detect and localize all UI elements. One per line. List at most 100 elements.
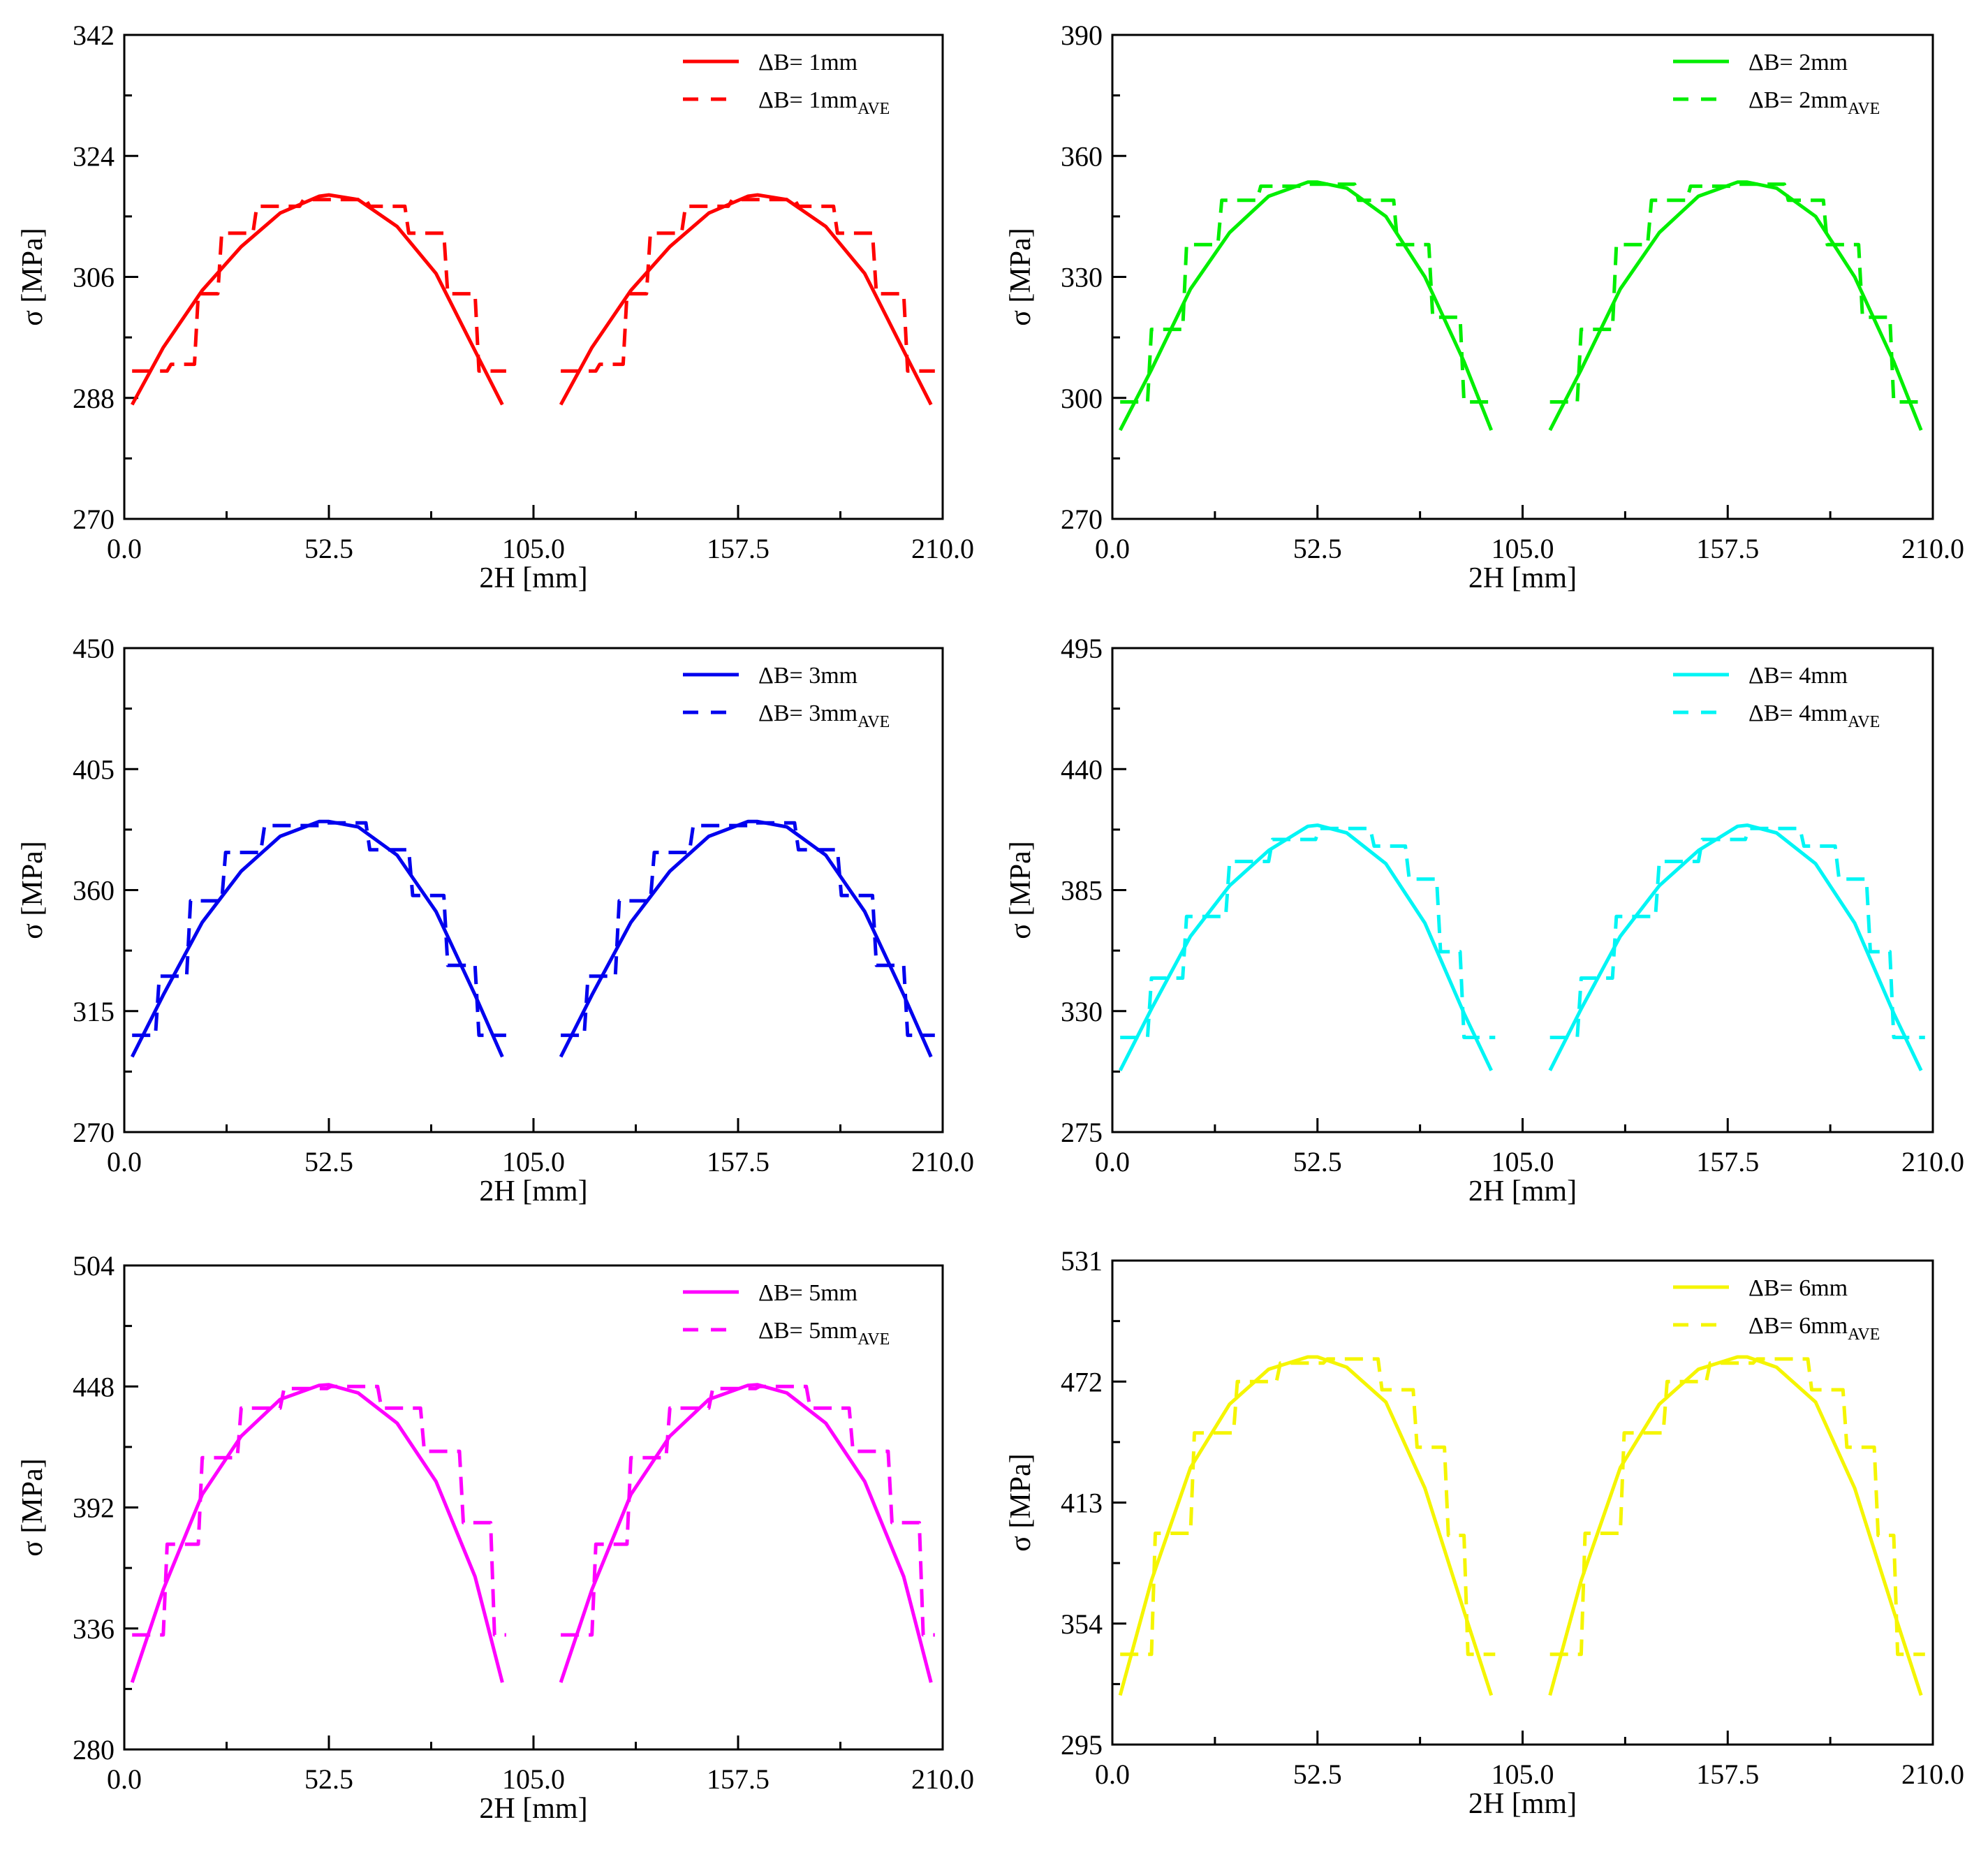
x-axis-title: 2H [mm] xyxy=(1468,562,1577,594)
x-tick-label: 52.5 xyxy=(304,533,353,564)
y-tick-label: 275 xyxy=(1061,1117,1103,1148)
legend-subscript: AVE xyxy=(857,713,890,731)
x-tick-label: 105.0 xyxy=(1492,1146,1554,1177)
y-tick-label: 354 xyxy=(1061,1608,1103,1640)
x-tick-label: 210.0 xyxy=(1901,1759,1964,1790)
stress-line xyxy=(1548,1355,1923,1696)
average-stress-line xyxy=(561,1384,935,1637)
average-stress-line xyxy=(132,821,506,1037)
y-tick-label: 413 xyxy=(1061,1488,1103,1519)
stress-line xyxy=(130,819,504,1058)
y-tick-label: 330 xyxy=(1061,996,1103,1027)
average-series xyxy=(1120,826,1925,1039)
chart-panel-5: 0.0 52.5 105.0 157.5 210.0 280 336 392 448 504 2H … xyxy=(17,1250,974,1825)
x-tick-label: 52.5 xyxy=(1293,1146,1342,1177)
x-tick-label: 52.5 xyxy=(304,1763,353,1795)
y-tick-label: 300 xyxy=(1061,383,1103,414)
average-series xyxy=(1120,182,1925,404)
y-tick-label: 295 xyxy=(1061,1729,1103,1761)
x-tick-label: 0.0 xyxy=(1095,533,1130,564)
x-tick-label: 52.5 xyxy=(304,1146,353,1177)
x-tick-label: 52.5 xyxy=(1293,533,1342,564)
x-tick-label: 157.5 xyxy=(707,1763,770,1795)
average-stress-line xyxy=(1549,182,1925,404)
x-tick-label: 52.5 xyxy=(1293,1759,1342,1790)
legend-entry: ΔB= 3mm xyxy=(758,663,857,689)
y-axis-title: σ [MPa] xyxy=(1005,841,1037,939)
x-tick-label: 0.0 xyxy=(107,533,142,564)
y-tick-label: 288 xyxy=(73,383,115,414)
chart-panel-1: 0.0 52.5 105.0 157.5 210.0 270 288 306 324 342 2H … xyxy=(17,20,974,594)
x-axis-title: 2H [mm] xyxy=(1468,1175,1577,1208)
x-tick-label: 210.0 xyxy=(911,533,974,564)
legend-entry: ΔB= 1mm xyxy=(758,50,857,75)
stress-line xyxy=(1118,1355,1494,1696)
y-tick-label: 450 xyxy=(73,633,115,664)
average-stress-line xyxy=(561,821,935,1037)
x-axis-title: 2H [mm] xyxy=(479,562,587,594)
stress-series xyxy=(131,193,933,406)
y-tick-label: 390 xyxy=(1061,20,1103,51)
y-tick-label: 440 xyxy=(1061,754,1103,785)
y-tick-label: 531 xyxy=(1061,1245,1103,1277)
y-tick-label: 270 xyxy=(73,504,115,535)
y-tick-label: 324 xyxy=(73,140,115,172)
y-tick-label: 495 xyxy=(1061,633,1103,664)
average-series xyxy=(132,198,935,373)
x-tick-label: 0.0 xyxy=(1095,1759,1130,1790)
x-axis-title: 2H [mm] xyxy=(479,1793,587,1825)
legend-subscript: AVE xyxy=(857,1330,890,1349)
y-tick-label: 360 xyxy=(73,875,115,907)
chart-panel-2: 0.0 52.5 105.0 157.5 210.0 270 300 330 360 390 2H … xyxy=(1005,20,1964,594)
legend-entry: ΔB= 4mm xyxy=(1748,663,1848,689)
stress-series xyxy=(130,1383,933,1683)
y-axis-title: σ [MPa] xyxy=(17,841,49,939)
x-tick-label: 0.0 xyxy=(107,1763,142,1795)
legend-subscript: AVE xyxy=(1848,100,1880,118)
x-tick-label: 157.5 xyxy=(1696,1146,1759,1177)
stress-line xyxy=(131,193,504,406)
x-axis-title: 2H [mm] xyxy=(1468,1788,1577,1820)
chart-panel-3: 0.0 52.5 105.0 157.5 210.0 270 315 360 405 450 2H … xyxy=(17,633,974,1208)
x-tick-label: 105.0 xyxy=(502,1146,565,1177)
average-stress-line xyxy=(132,198,506,373)
chart-panel-6: 0.0 52.5 105.0 157.5 210.0 295 354 413 472 531 2H … xyxy=(1005,1245,1964,1820)
y-axis-title: σ [MPa] xyxy=(1005,228,1037,325)
stress-series xyxy=(1118,180,1923,432)
x-tick-label: 0.0 xyxy=(1095,1146,1130,1177)
y-tick-label: 385 xyxy=(1061,875,1103,907)
legend-entry: ΔB= 6mm xyxy=(1748,1275,1848,1301)
y-tick-label: 472 xyxy=(1061,1366,1103,1397)
y-tick-label: 392 xyxy=(73,1492,115,1524)
legend-entry: ΔB= 5mm xyxy=(758,1280,857,1306)
x-tick-label: 105.0 xyxy=(502,533,565,564)
y-tick-label: 306 xyxy=(73,262,115,293)
stress-line xyxy=(559,819,933,1058)
y-axis-title: σ [MPa] xyxy=(17,228,49,325)
y-tick-label: 448 xyxy=(73,1371,115,1402)
stress-line xyxy=(130,1383,504,1683)
x-tick-label: 157.5 xyxy=(707,1146,770,1177)
x-tick-label: 210.0 xyxy=(911,1146,974,1177)
legend-subscript: AVE xyxy=(1848,1326,1880,1344)
y-axis-title: σ [MPa] xyxy=(1005,1453,1037,1551)
y-tick-label: 405 xyxy=(73,754,115,785)
average-series xyxy=(1120,1357,1925,1657)
y-tick-label: 342 xyxy=(73,20,115,51)
legend-subscript: AVE xyxy=(1848,713,1880,731)
y-tick-label: 336 xyxy=(73,1613,115,1645)
y-axis-title: σ [MPa] xyxy=(17,1458,49,1556)
x-tick-label: 105.0 xyxy=(1492,1759,1554,1790)
average-stress-line xyxy=(1120,1357,1496,1657)
stress-series xyxy=(1118,1355,1923,1696)
y-tick-label: 280 xyxy=(73,1734,115,1766)
x-axis-title: 2H [mm] xyxy=(479,1175,587,1208)
y-tick-label: 360 xyxy=(1061,140,1103,172)
stress-line xyxy=(1548,180,1923,432)
average-series xyxy=(132,821,935,1037)
stress-series xyxy=(130,819,933,1058)
y-tick-label: 330 xyxy=(1061,262,1103,293)
y-tick-label: 270 xyxy=(1061,504,1103,535)
x-tick-label: 157.5 xyxy=(1696,533,1759,564)
